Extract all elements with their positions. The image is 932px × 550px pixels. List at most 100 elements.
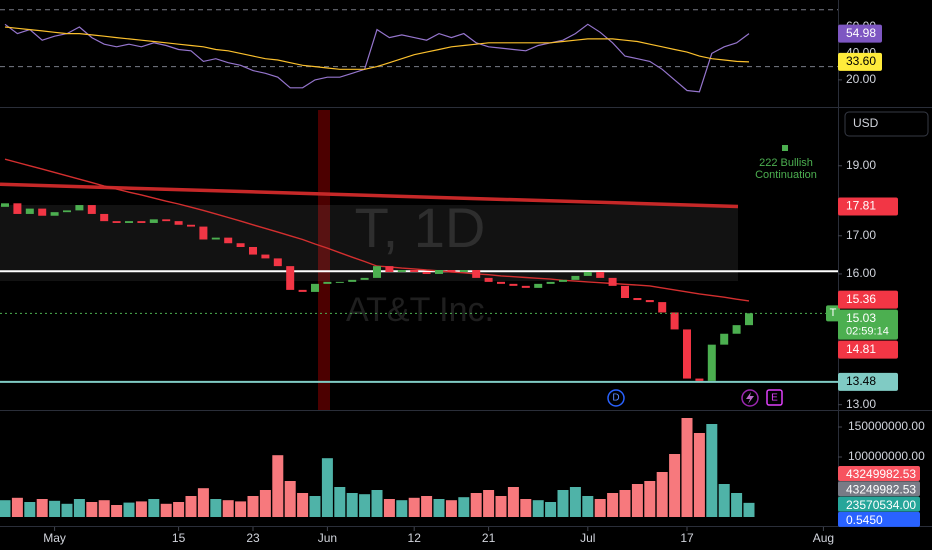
- candle: [112, 221, 121, 223]
- countdown: 02:59:14: [846, 326, 889, 338]
- moving-average: [4, 158, 750, 302]
- volume-bar: [61, 503, 73, 517]
- event-marker[interactable]: [741, 389, 759, 407]
- volume-bar: [532, 500, 544, 517]
- candle: [75, 205, 84, 211]
- candle: [559, 279, 567, 282]
- candle: [211, 237, 220, 240]
- volume-bar: [607, 493, 619, 517]
- dividend-marker[interactable]: [607, 389, 625, 407]
- candle: [521, 285, 530, 288]
- volume-bar: [222, 500, 234, 517]
- volume-bar: [11, 497, 23, 517]
- earnings-label[interactable]: E: [771, 393, 778, 404]
- annotation: Continuation: [755, 169, 817, 181]
- volume-bar: [656, 472, 668, 517]
- x-tick-label: May: [43, 531, 66, 545]
- volume-bar: [185, 496, 197, 517]
- volume-bar: [135, 501, 147, 517]
- volume-bar: [247, 496, 259, 517]
- volume-bar: [445, 500, 457, 517]
- x-tick-label: Jul: [580, 531, 595, 545]
- price-badge-bg: [838, 372, 898, 391]
- volume-bar: [111, 505, 123, 517]
- currency[interactable]: USD: [853, 116, 879, 130]
- candle: [348, 279, 357, 282]
- symbol-badge: T: [830, 307, 837, 319]
- x-tick-label: Jun: [318, 531, 337, 545]
- volume-bar: [557, 490, 569, 517]
- candle: [633, 298, 642, 301]
- volume-bar: [259, 490, 271, 517]
- candle: [298, 289, 307, 292]
- volume-bar: [210, 499, 222, 517]
- dividend-label[interactable]: D: [612, 393, 619, 404]
- candle: [286, 266, 295, 290]
- candle: [670, 312, 679, 330]
- candle: [720, 333, 729, 345]
- volume-bar: [49, 500, 61, 517]
- price-badge: 15.36: [846, 292, 876, 306]
- candle: [658, 302, 667, 313]
- volume-badge-bg: [838, 496, 920, 512]
- rsi-line: [4, 26, 750, 70]
- candle: [484, 277, 493, 282]
- x-tick-label: Aug: [813, 531, 834, 545]
- candle: [261, 254, 270, 259]
- volume-bar: [148, 499, 160, 517]
- candle: [459, 270, 468, 272]
- volume-bar: [86, 502, 98, 517]
- volume-bar: [24, 502, 36, 517]
- candle: [187, 224, 195, 227]
- volume-bar: [619, 490, 631, 517]
- x-tick-label: 12: [408, 531, 422, 545]
- candle: [1, 203, 9, 207]
- volume-bar: [743, 502, 755, 517]
- candle: [596, 271, 605, 278]
- candle: [236, 243, 245, 247]
- volume-bar: [160, 503, 172, 517]
- volume-bar: [483, 490, 495, 517]
- volume-bar: [98, 500, 110, 517]
- candle: [621, 285, 629, 299]
- volume-bar: [495, 496, 507, 517]
- candle: [323, 281, 332, 284]
- candle: [410, 270, 419, 272]
- volume-bar: [693, 433, 705, 517]
- volume-bar: [470, 493, 482, 517]
- symbol-badge-bg: [826, 305, 840, 322]
- range-box: [0, 205, 738, 281]
- candle: [63, 210, 71, 213]
- volume-bar: [272, 455, 284, 517]
- candle: [385, 266, 394, 272]
- candle: [571, 275, 580, 280]
- candle: [397, 270, 406, 272]
- volume-bar: [346, 493, 358, 517]
- x-tick-label: 21: [482, 531, 496, 545]
- y-tick-label: 17.00: [846, 228, 876, 242]
- candle: [546, 281, 555, 284]
- price-badge-bg: [838, 340, 898, 359]
- candle: [13, 203, 22, 214]
- trendline: [0, 182, 739, 209]
- rsi-badge-bg: [838, 24, 882, 43]
- volume-bar: [706, 424, 718, 517]
- rsi-line: [4, 23, 750, 93]
- volume-badge: 43249982.53: [846, 482, 916, 496]
- candle: [707, 344, 716, 381]
- candle: [149, 219, 158, 223]
- watermark-symbol: T, 1D: [355, 196, 486, 259]
- candle: [87, 205, 96, 214]
- candle: [583, 271, 592, 276]
- volume-bar: [309, 496, 321, 517]
- rsi-badge: 54.98: [846, 26, 876, 40]
- price-badge: 17.81: [846, 199, 876, 213]
- currency-button[interactable]: [844, 111, 929, 137]
- volume-bar: [594, 499, 606, 517]
- volume-badge: 23570534.00: [846, 498, 916, 512]
- candle: [683, 329, 691, 379]
- y-tick-label: 20.00: [846, 72, 876, 86]
- highlight-band: [318, 110, 330, 410]
- earnings-marker[interactable]: [766, 389, 783, 406]
